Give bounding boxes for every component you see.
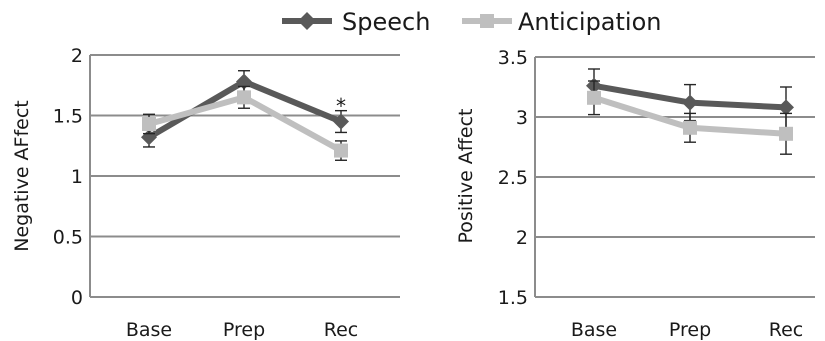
series-line-speech <box>147 78 343 140</box>
x-tick-label: Prep <box>223 319 265 341</box>
data-point-anticipation <box>683 120 697 135</box>
x-tick-label: Rec <box>324 319 358 341</box>
data-point-anticipation <box>779 126 793 141</box>
legend: Speech Anticipation <box>282 8 661 36</box>
x-tick-label: Rec <box>769 319 803 341</box>
y-tick-label: 0 <box>71 287 83 309</box>
y-axis-label: Positive Affect <box>455 109 477 244</box>
y-tick-label: 1.5 <box>498 287 528 309</box>
legend-label-anticipation: Anticipation <box>518 8 661 36</box>
data-point-anticipation <box>142 116 156 131</box>
series-line-anticipation <box>148 94 343 154</box>
y-tick-label: 2 <box>71 45 83 67</box>
data-point-anticipation <box>587 90 601 105</box>
data-point-anticipation <box>237 90 251 105</box>
y-tick-label: 1.5 <box>53 106 83 128</box>
positive-affect-chart: 1.5 2 2.5 3 3.5 Base Prep Rec Positive Affect <box>455 47 815 341</box>
y-axis-label: Negative AFfect <box>11 100 33 252</box>
x-tick-label: Base <box>126 319 172 341</box>
y-tick-label: 0.5 <box>53 227 83 249</box>
x-tick-label: Base <box>571 319 617 341</box>
y-tick-label: 2.5 <box>498 167 528 189</box>
x-tick-label: Prep <box>669 319 711 341</box>
data-point-speech <box>682 94 698 111</box>
y-tick-label: 2 <box>516 227 528 249</box>
data-point-speech <box>778 99 794 116</box>
data-point-speech <box>333 113 349 130</box>
data-point-speech <box>236 73 252 90</box>
y-tick-label: 3.5 <box>498 47 528 69</box>
data-point-anticipation <box>334 143 348 158</box>
significance-asterisk: * <box>336 94 346 118</box>
legend-marker-speech <box>298 12 316 30</box>
legend-label-speech: Speech <box>342 8 430 36</box>
legend-marker-anticipation <box>480 14 494 28</box>
negative-affect-chart: 0 0.5 1 1.5 2 Base Prep Rec Negative AFfect * <box>11 45 400 341</box>
y-tick-label: 3 <box>516 107 528 129</box>
y-tick-label: 1 <box>71 166 83 188</box>
